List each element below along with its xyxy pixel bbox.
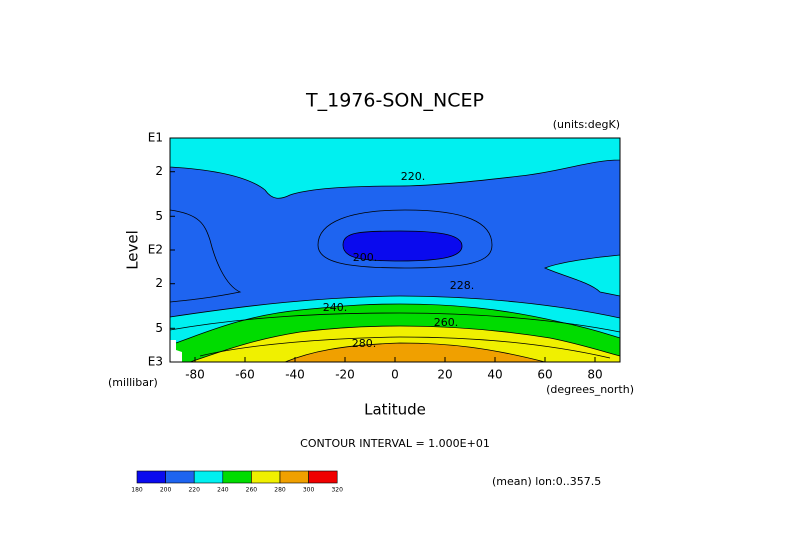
mean-note: (mean) lon:0..357.5 [492, 475, 601, 488]
contour-label: 200. [353, 251, 378, 264]
contour-label: 228. [450, 279, 475, 292]
x-tick-label: 80 [587, 368, 602, 382]
contour-interval: CONTOUR INTERVAL = 1.000E+01 [300, 437, 490, 450]
contour-line [199, 336, 611, 359]
contour-fill [284, 342, 546, 363]
y-tick-label: E1 [148, 131, 163, 145]
contour-fill [169, 137, 621, 199]
contour-line [317, 209, 493, 269]
colorbar-label: 240 [217, 487, 229, 494]
y-tick-label: 5 [155, 321, 163, 335]
contour-label: 220. [401, 170, 426, 183]
contour-line [169, 209, 242, 303]
colorbar-box [279, 470, 309, 484]
x-tick-label: -40 [285, 368, 305, 382]
x-tick-label: -80 [185, 368, 205, 382]
contour-label: 260. [434, 316, 459, 329]
units-note: (units:degK) [553, 118, 620, 131]
contour-fill [543, 254, 621, 297]
contour-label: 280. [352, 337, 377, 350]
colorbar-label: 280 [274, 487, 286, 494]
x-tick-label: 0 [391, 368, 399, 382]
x-axis-unit: (degrees_north) [546, 383, 634, 396]
colorbar-label: 200 [160, 487, 172, 494]
y-tick-label: 5 [155, 209, 163, 223]
contour-fill [342, 230, 463, 262]
colorbar-label: 260 [246, 487, 258, 494]
y-tick-label: E2 [148, 243, 163, 257]
x-tick-label: 60 [537, 368, 552, 382]
x-tick-label: -60 [235, 368, 255, 382]
colorbar-box [165, 470, 195, 484]
colorbar-label: 300 [303, 487, 315, 494]
y-tick-label: E3 [148, 355, 163, 369]
y-tick-label: 2 [155, 164, 163, 178]
contour-label: 240. [323, 301, 348, 314]
y-tick-label: 2 [155, 276, 163, 290]
colorbar-label: 180 [131, 487, 143, 494]
y-axis-unit: (millibar) [108, 376, 158, 389]
x-axis-label: Latitude [364, 401, 426, 419]
missing-area [170, 340, 182, 362]
x-tick-label: -20 [335, 368, 355, 382]
contour-line [169, 312, 621, 333]
colorbar-box [251, 470, 281, 484]
colorbar-box [136, 470, 166, 484]
x-tick-label: 20 [437, 368, 452, 382]
colorbar-box [308, 470, 338, 484]
colorbar-box [193, 470, 224, 484]
x-tick-label: 40 [487, 368, 502, 382]
chart-title: T_1976-SON_NCEP [305, 90, 484, 112]
colorbar-label: 320 [331, 487, 343, 494]
colorbar-box [222, 470, 252, 484]
colorbar-label: 220 [188, 487, 200, 494]
y-axis-label: Level [124, 230, 142, 270]
